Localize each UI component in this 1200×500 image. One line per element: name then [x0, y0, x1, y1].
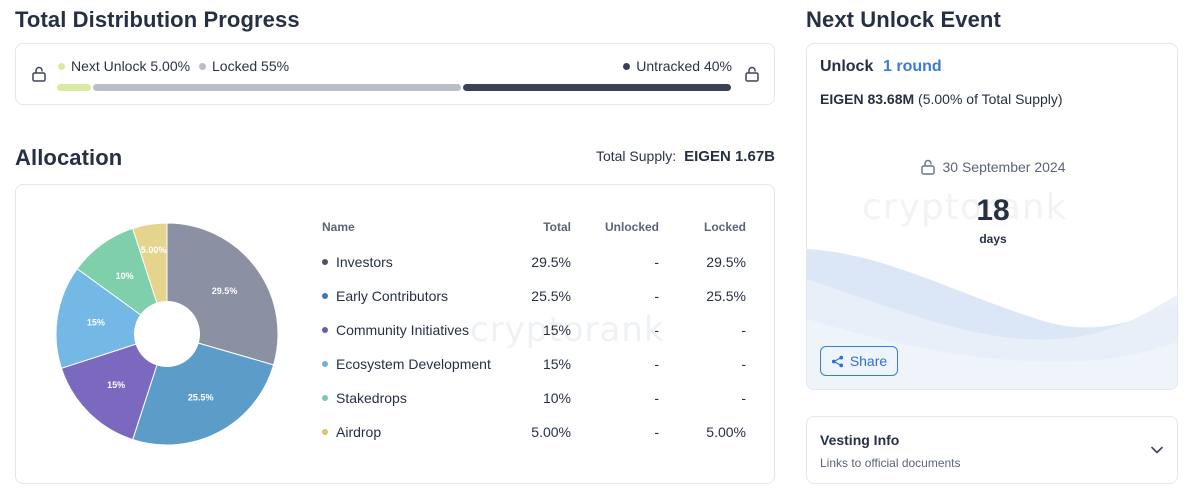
row-unlocked: -: [654, 356, 659, 372]
legend-locked: Locked 55%: [199, 58, 289, 74]
legend-dot-locked: [199, 62, 206, 70]
row-total: 15%: [542, 356, 571, 372]
row-dot: [322, 259, 328, 265]
pie-slice-ecosystem-development[interactable]: [55, 268, 169, 369]
unlock-amount: EIGEN 83.68M (5.00% of Total Supply): [820, 91, 1063, 107]
unlock-amount-share: (5.00% of Total Supply): [918, 91, 1063, 107]
next-unlock-card: Unlock 1 round EIGEN 83.68M (5.00% of To…: [806, 43, 1178, 390]
legend-locked-label: Locked 55%: [212, 58, 290, 74]
row-dot: [322, 327, 328, 333]
pie-label: 15%: [87, 318, 105, 328]
row-unlocked: -: [654, 424, 659, 440]
progress-title: Total Distribution Progress: [15, 7, 300, 32]
wave-background: [807, 249, 1177, 389]
row-locked: -: [741, 322, 746, 338]
row-locked: 5.00%: [706, 424, 746, 440]
countdown-days-label: days: [979, 232, 1007, 246]
legend-untracked-label: Untracked 40%: [636, 58, 732, 74]
row-name: Community Initiatives: [336, 322, 470, 338]
share-label: Share: [849, 353, 888, 369]
share-button[interactable]: Share: [820, 346, 898, 376]
lock-icon: [745, 66, 759, 82]
legend-next-unlock-label: Next Unlock 5.00%: [71, 58, 191, 74]
row-dot: [322, 361, 328, 367]
pie-label: 10%: [116, 271, 134, 281]
row-locked: 25.5%: [706, 288, 746, 304]
table-row: Investors 29.5% - 29.5%: [322, 254, 746, 274]
lock-icon: [920, 159, 935, 175]
row-locked: -: [741, 390, 746, 406]
table-row: Airdrop 5.00% - 5.00%: [322, 424, 746, 444]
row-total: 15%: [542, 322, 571, 338]
pie-label: 15%: [107, 380, 125, 390]
watermark: cryptorank: [470, 310, 665, 350]
pie-slice-community-initiatives[interactable]: [60, 333, 168, 441]
total-supply-value: EIGEN 1.67B: [684, 148, 775, 165]
legend-untracked: Untracked 40%: [623, 58, 732, 74]
total-supply: Total Supply: EIGEN 1.67B: [596, 148, 775, 165]
row-dot: [322, 395, 328, 401]
total-supply-label: Total Supply:: [595, 148, 677, 164]
row-locked: 29.5%: [706, 254, 746, 270]
distribution-progress-bar: [57, 84, 731, 91]
row-dot: [322, 429, 328, 435]
next-unlock-title: Next Unlock Event: [806, 7, 1001, 32]
table-row: Community Initiatives 15% - -: [322, 322, 746, 342]
countdown-days-value: 18: [976, 194, 1010, 227]
share-icon: [831, 355, 843, 367]
allocation-pie-chart: 29.5% 25.5% 15% 15% 10% 5.00%: [55, 222, 279, 446]
legend-next-unlock: Next Unlock 5.00%: [58, 58, 190, 74]
pie-label: 25.5%: [188, 393, 214, 403]
table-row: Ecosystem Development 15% - -: [322, 356, 746, 376]
row-unlocked: -: [654, 322, 659, 338]
progress-segment-untracked: [463, 84, 731, 91]
column-header-total: Total: [543, 220, 571, 234]
row-total: 29.5%: [531, 254, 571, 270]
vesting-info-subtitle: Links to official documents: [820, 456, 961, 470]
table-row: Stakedrops 10% - -: [322, 390, 746, 410]
allocation-title: Allocation: [15, 145, 123, 170]
unlock-date: 30 September 2024: [942, 159, 1066, 175]
row-total: 10%: [542, 390, 571, 406]
legend-dot-untracked: [623, 62, 631, 70]
vesting-info-title: Vesting Info: [820, 432, 900, 448]
column-header-locked: Locked: [703, 220, 746, 234]
pie-label: 29.5%: [212, 286, 238, 296]
pie-label: 5.00%: [141, 245, 167, 255]
row-total: 5.00%: [531, 424, 571, 440]
unlock-amount-value: EIGEN 83.68M: [820, 91, 915, 107]
row-unlocked: -: [654, 390, 659, 406]
lock-icon: [32, 66, 46, 82]
unlock-label: Unlock: [820, 58, 874, 75]
chevron-down-icon[interactable]: [1151, 446, 1163, 454]
row-name: Airdrop: [336, 424, 382, 440]
row-unlocked: -: [654, 288, 659, 304]
round-link[interactable]: 1 round: [883, 58, 942, 75]
row-locked: -: [741, 356, 746, 372]
row-name: Early Contributors: [336, 288, 449, 304]
row-unlocked: -: [654, 254, 659, 270]
vesting-info-card[interactable]: Vesting Info Links to official documents: [806, 416, 1178, 484]
row-dot: [322, 293, 328, 299]
column-header-unlocked: Unlocked: [604, 220, 659, 234]
row-name: Ecosystem Development: [336, 356, 491, 372]
row-name: Stakedrops: [336, 390, 407, 406]
progress-segment-locked: [92, 84, 461, 91]
row-name: Investors: [336, 254, 393, 270]
column-header-name: Name: [322, 220, 355, 234]
legend-dot-next-unlock: [58, 62, 65, 70]
pie-hole: [134, 301, 200, 367]
progress-segment-next-unlock: [57, 84, 91, 91]
table-row: Early Contributors 25.5% - 25.5%: [322, 288, 746, 308]
distribution-progress-card: Next Unlock 5.00% Locked 55% Untracked 4…: [15, 43, 775, 105]
watermark: cryptorank: [862, 187, 1068, 228]
row-total: 25.5%: [531, 288, 571, 304]
unlock-date-line: 30 September 2024: [807, 159, 1177, 175]
